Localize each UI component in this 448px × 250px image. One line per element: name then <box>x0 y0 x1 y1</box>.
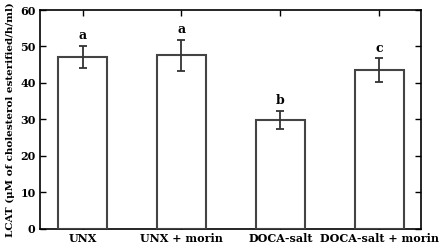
Y-axis label: LCAT (μM of cholesterol esterified/h/ml): LCAT (μM of cholesterol esterified/h/ml) <box>5 2 15 237</box>
Text: b: b <box>276 94 284 107</box>
Bar <box>157 55 206 229</box>
Text: a: a <box>78 29 86 42</box>
Text: c: c <box>375 42 383 55</box>
Text: a: a <box>177 23 185 36</box>
Bar <box>256 120 305 228</box>
Bar <box>58 57 107 228</box>
Bar <box>354 70 404 228</box>
